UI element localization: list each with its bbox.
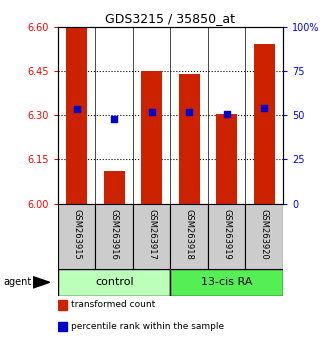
Bar — [216, 114, 237, 204]
Text: GSM263916: GSM263916 — [110, 209, 119, 260]
Text: GSM263915: GSM263915 — [72, 209, 81, 259]
Text: percentile rank within the sample: percentile rank within the sample — [71, 322, 224, 331]
Bar — [170, 269, 283, 296]
Bar — [58, 300, 67, 310]
Point — [187, 109, 192, 115]
Bar — [254, 44, 274, 204]
Text: agent: agent — [3, 277, 31, 287]
Bar — [170, 204, 208, 269]
Bar — [58, 204, 95, 269]
Bar — [58, 321, 67, 331]
Text: GSM263917: GSM263917 — [147, 209, 156, 260]
Point — [74, 106, 79, 112]
Text: GSM263920: GSM263920 — [260, 209, 269, 259]
Point — [224, 111, 229, 116]
Text: GSM263919: GSM263919 — [222, 209, 231, 259]
Bar — [66, 27, 87, 204]
Bar — [104, 171, 124, 204]
Bar — [58, 269, 170, 296]
Text: GSM263918: GSM263918 — [185, 209, 194, 260]
Text: control: control — [95, 277, 133, 287]
Text: transformed count: transformed count — [71, 301, 156, 309]
Bar — [208, 204, 246, 269]
Point — [261, 105, 267, 110]
Polygon shape — [33, 277, 50, 288]
Title: GDS3215 / 35850_at: GDS3215 / 35850_at — [106, 12, 235, 25]
Bar — [246, 204, 283, 269]
Text: 13-cis RA: 13-cis RA — [201, 277, 253, 287]
Bar — [141, 71, 162, 204]
Bar — [95, 204, 133, 269]
Point — [149, 109, 154, 115]
Bar — [179, 74, 200, 204]
Point — [112, 116, 117, 122]
Bar — [133, 204, 170, 269]
